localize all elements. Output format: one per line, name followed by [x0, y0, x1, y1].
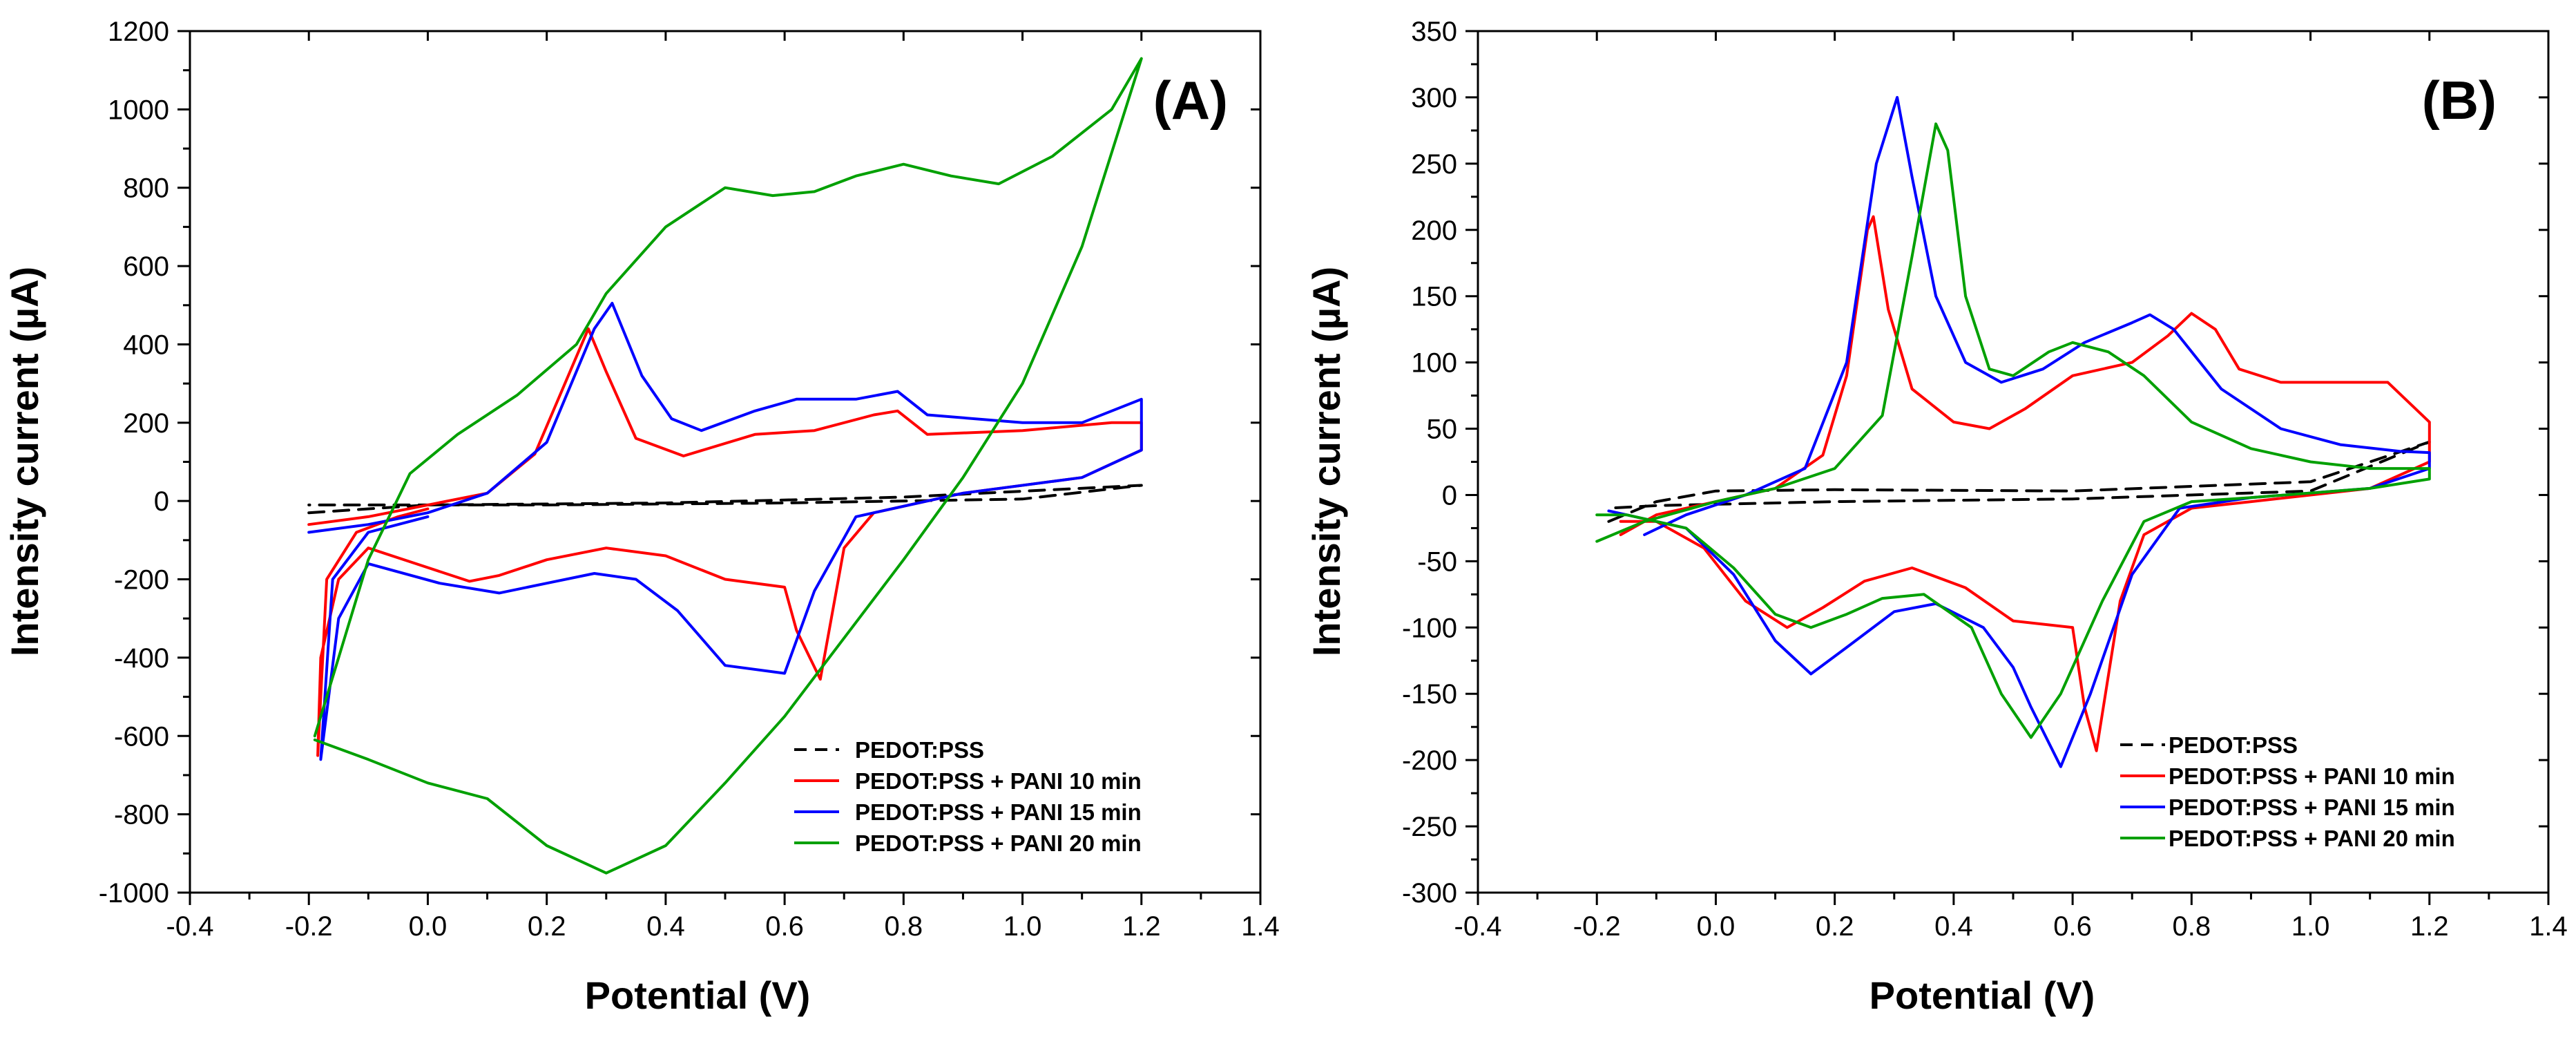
- series-line-1: [1619, 215, 2431, 752]
- x-tick-label: 1.4: [2529, 911, 2568, 942]
- x-tick-label: -0.2: [1573, 911, 1621, 942]
- y-tick-label: 50: [1427, 415, 1458, 445]
- panel-label: (A): [1153, 70, 1228, 131]
- y-tick-label: -250: [1402, 812, 1457, 842]
- y-tick-label: 200: [1411, 216, 1457, 246]
- x-tick-label: -0.4: [166, 911, 214, 942]
- legend-label-0: PEDOT:PSS: [2169, 732, 2298, 758]
- y-tick-label: -50: [1417, 546, 1457, 577]
- legend-label-3: PEDOT:PSS + PANI 20 min: [855, 830, 1142, 856]
- y-tick-label: -200: [1402, 745, 1457, 776]
- y-tick-label: 0: [1442, 480, 1457, 511]
- y-tick-label: 350: [1411, 17, 1457, 47]
- y-tick-label: 200: [123, 408, 169, 439]
- y-tick-label: 1000: [108, 95, 169, 125]
- x-tick-label: 1.4: [1241, 911, 1280, 942]
- legend-label-1: PEDOT:PSS + PANI 10 min: [2169, 763, 2455, 789]
- y-tick-label: -200: [114, 565, 169, 596]
- y-axis-title: Intensity current (µA): [3, 267, 46, 656]
- y-tick-label: -300: [1402, 878, 1457, 908]
- x-tick-label: 0.4: [1934, 911, 1973, 942]
- y-tick-label: -100: [1402, 613, 1457, 643]
- series-line-0: [307, 484, 1143, 515]
- legend-label-3: PEDOT:PSS + PANI 20 min: [2169, 826, 2455, 851]
- x-tick-label: 1.0: [1003, 911, 1042, 942]
- x-axis-title: Potential (V): [585, 973, 811, 1017]
- legend-label-0: PEDOT:PSS: [855, 737, 984, 763]
- y-tick-label: 100: [1411, 348, 1457, 379]
- legend-label-2: PEDOT:PSS + PANI 15 min: [2169, 795, 2455, 820]
- x-tick-label: 1.0: [2291, 911, 2330, 942]
- legend-label-1: PEDOT:PSS + PANI 10 min: [855, 768, 1142, 794]
- x-tick-label: 0.6: [2053, 911, 2092, 942]
- y-tick-label: -400: [114, 643, 169, 674]
- x-axis-title: Potential (V): [1869, 973, 2095, 1017]
- panel-a: -0.4 -0.2 0.0 0.2 0.4 0.6 0.8 1.0 1.2 1.4 -1000 -80…: [3, 17, 1280, 1017]
- x-tick-label: 0.6: [765, 911, 804, 942]
- series-line-2: [1607, 95, 2431, 768]
- series-line-2: [307, 301, 1143, 761]
- panel-label: (B): [2422, 70, 2497, 131]
- x-tick-label: 0.2: [1816, 911, 1854, 942]
- x-tick-label: -0.4: [1454, 911, 1502, 942]
- y-tick-label: -600: [114, 721, 169, 752]
- y-tick-label: 400: [123, 330, 169, 360]
- x-tick-label: 0.8: [2173, 911, 2211, 942]
- legend-label-2: PEDOT:PSS + PANI 15 min: [855, 799, 1142, 825]
- y-tick-label: 600: [123, 251, 169, 282]
- y-tick-label: 1200: [108, 17, 169, 47]
- x-tick-label: 1.2: [2410, 911, 2449, 942]
- y-tick-label: -150: [1402, 679, 1457, 710]
- x-tick-label: 0.4: [646, 911, 685, 942]
- y-tick-label: 0: [154, 486, 169, 517]
- y-tick-label: -1000: [99, 878, 169, 908]
- series-line-0: [1607, 440, 2431, 523]
- series-line-3: [1595, 122, 2431, 739]
- x-tick-label: 1.2: [1122, 911, 1161, 942]
- x-tick-label: 0.0: [409, 911, 448, 942]
- x-tick-label: -0.2: [285, 911, 333, 942]
- y-tick-label: -800: [114, 800, 169, 830]
- y-tick-label: 250: [1411, 149, 1457, 180]
- x-tick-label: 0.2: [528, 911, 566, 942]
- y-tick-label: 300: [1411, 83, 1457, 113]
- y-tick-label: 800: [123, 173, 169, 204]
- x-tick-label: 0.8: [885, 911, 923, 942]
- y-tick-label: 150: [1411, 282, 1457, 312]
- y-axis-title: Intensity current (µA): [1305, 267, 1348, 656]
- series-line-3: [313, 57, 1143, 875]
- x-tick-label: 0.0: [1697, 911, 1736, 942]
- panel-b: -0.4 -0.2 0.0 0.2 0.4 0.6 0.8 1.0 1.2 1.4 -300 -250…: [1305, 17, 2568, 1017]
